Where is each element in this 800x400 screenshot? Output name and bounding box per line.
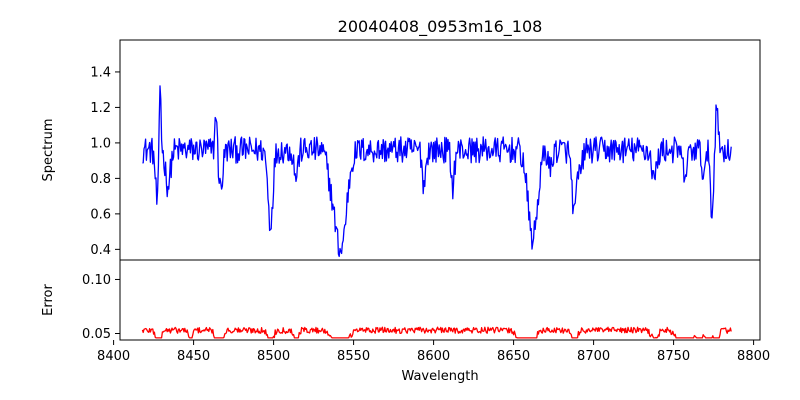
error-y-ticks: 0.05 0.10 (82, 273, 120, 342)
x-tick-label: 8450 (177, 349, 210, 364)
spectrum-y-tick-label: 0.8 (90, 172, 111, 187)
spectrum-y-tick-label: 0.4 (90, 243, 111, 258)
error-line-layer (141, 326, 732, 339)
spectrum-y-tick-label: 0.6 (90, 207, 111, 222)
x-tick-label: 8650 (497, 349, 530, 364)
error-series-line (141, 326, 732, 339)
spectrum-y-tick-label: 1.0 (90, 136, 111, 151)
spectrum-y-tick-label: 1.4 (90, 65, 111, 80)
chart-title: 20040408_0953m16_108 (338, 17, 543, 37)
x-tick-label: 8800 (737, 349, 770, 364)
error-y-axis-label: Error (41, 284, 56, 316)
error-y-tick-label: 0.05 (82, 327, 111, 342)
error-panel: 0.05 0.10 8400 8450 8500 8550 8600 8650 8700 875… (41, 259, 770, 384)
spectrum-y-axis-label: Spectrum (41, 119, 56, 182)
spectrum-y-ticks: 0.4 0.6 0.8 1.0 1.2 1.4 (90, 65, 120, 258)
x-tick-label: 8600 (417, 349, 450, 364)
spectrum-line-layer (142, 85, 732, 258)
error-axes-frame (119, 259, 761, 341)
spectrum-y-tick-label: 1.2 (90, 101, 111, 116)
x-tick-label: 8750 (657, 349, 690, 364)
spectrum-panel: 0.4 0.6 0.8 1.0 1.2 1.4 Spectrum (41, 39, 761, 261)
error-y-tick-label: 0.10 (82, 273, 111, 288)
x-tick-label: 8400 (97, 349, 130, 364)
x-tick-label: 8550 (337, 349, 370, 364)
spectrum-series-line (142, 85, 732, 258)
wavelength-x-ticks: 8400 8450 8500 8550 8600 8650 8700 8750 8800 (97, 340, 770, 364)
x-tick-label: 8500 (257, 349, 290, 364)
x-tick-label: 8700 (577, 349, 610, 364)
x-axis-label: Wavelength (401, 369, 478, 384)
